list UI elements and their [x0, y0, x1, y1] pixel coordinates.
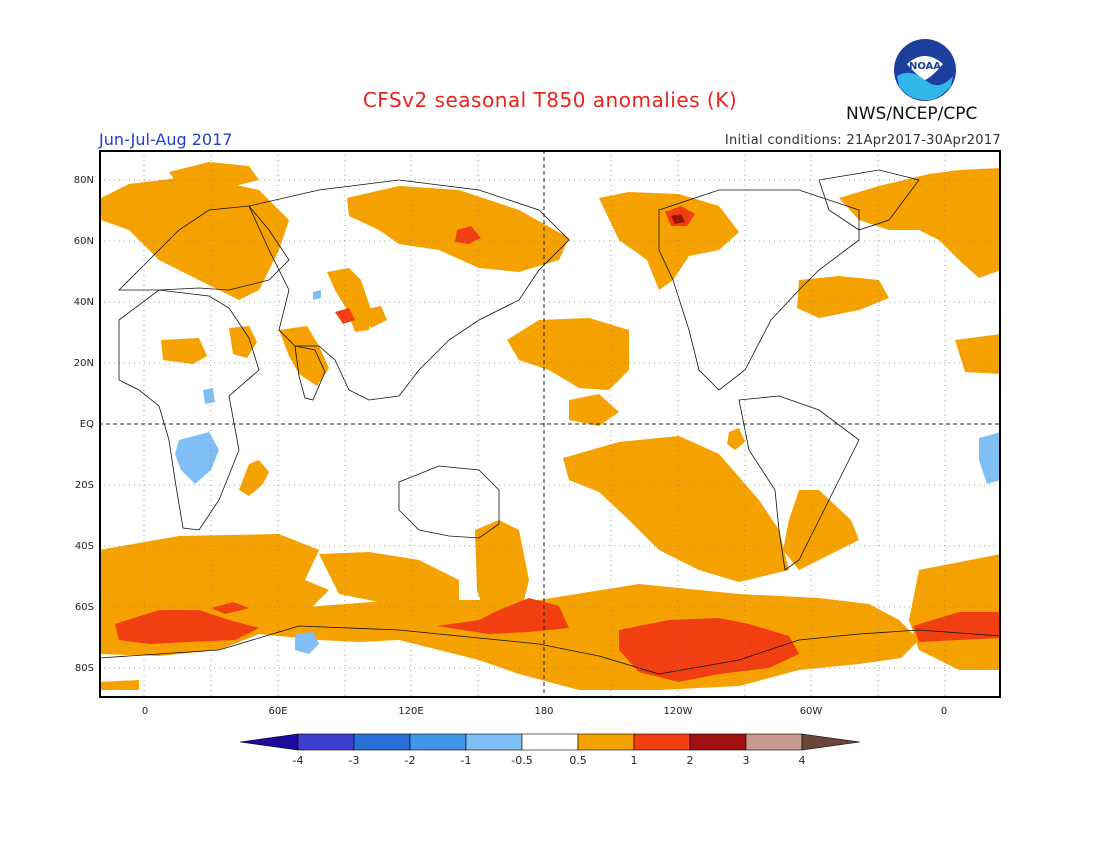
lat-label: 60N — [73, 236, 94, 247]
colorbar-label: -4 — [292, 754, 304, 767]
colorbar-bin — [577, 733, 635, 751]
map-frame — [99, 150, 1001, 698]
anomaly-regions-warm3 — [671, 214, 685, 224]
initial-conditions: Initial conditions: 21Apr2017-30Apr2017 — [724, 133, 1001, 148]
graticule — [99, 150, 1001, 698]
lon-label: 0 — [141, 706, 149, 717]
colorbar-upper-arrow — [801, 733, 861, 751]
colorbar-label: 1 — [630, 754, 638, 767]
anomaly-map — [99, 150, 1001, 698]
colorbar-bin — [745, 733, 803, 751]
colorbar-bin — [353, 733, 411, 751]
lon-label: 120W — [663, 706, 693, 717]
agency-label: NWS/NCEP/CPC — [846, 104, 978, 124]
colorbar-label: 3 — [742, 754, 750, 767]
colorbar-bin — [633, 733, 691, 751]
colorbar-lower-arrow — [240, 733, 299, 751]
lat-label: 20S — [74, 480, 94, 491]
colorbar-bin — [465, 733, 523, 751]
lon-label: 60E — [268, 706, 288, 717]
lat-label: EQ — [79, 419, 94, 430]
lat-label: 20N — [73, 358, 94, 369]
colorbar-label: 4 — [798, 754, 806, 767]
lon-label: 0 — [940, 706, 948, 717]
noaa-logo-text: NOAA — [909, 61, 941, 72]
colorbar-label: 2 — [686, 754, 694, 767]
continent-outlines — [99, 169, 1001, 675]
colorbar-label: 0.5 — [569, 754, 587, 767]
noaa-logo: NOAA — [894, 39, 956, 101]
lat-label: 80N — [73, 175, 94, 186]
colorbar-bin — [409, 733, 467, 751]
colorbar-label: -3 — [348, 754, 360, 767]
anomaly-regions-warm2 — [115, 206, 1001, 682]
colorbar-label: -1 — [460, 754, 472, 767]
colorbar — [240, 733, 861, 751]
map-title: CFSv2 seasonal T850 anomalies (K) — [362, 88, 738, 112]
lon-label: 60W — [799, 706, 823, 717]
lon-label: 180 — [534, 706, 554, 717]
lat-label: 40S — [74, 541, 94, 552]
colorbar-bin — [521, 733, 579, 751]
colorbar-bin — [297, 733, 355, 751]
lon-label: 120E — [398, 706, 424, 717]
colorbar-label: -2 — [404, 754, 416, 767]
colorbar-bin — [689, 733, 747, 751]
anomaly-regions-cool1 — [175, 290, 1001, 654]
lat-label: 40N — [73, 297, 94, 308]
lat-label: 60S — [74, 602, 94, 613]
lat-label: 80S — [74, 663, 94, 674]
colorbar-label: -0.5 — [511, 754, 533, 767]
forecast-period: Jun-Jul-Aug 2017 — [99, 130, 233, 149]
